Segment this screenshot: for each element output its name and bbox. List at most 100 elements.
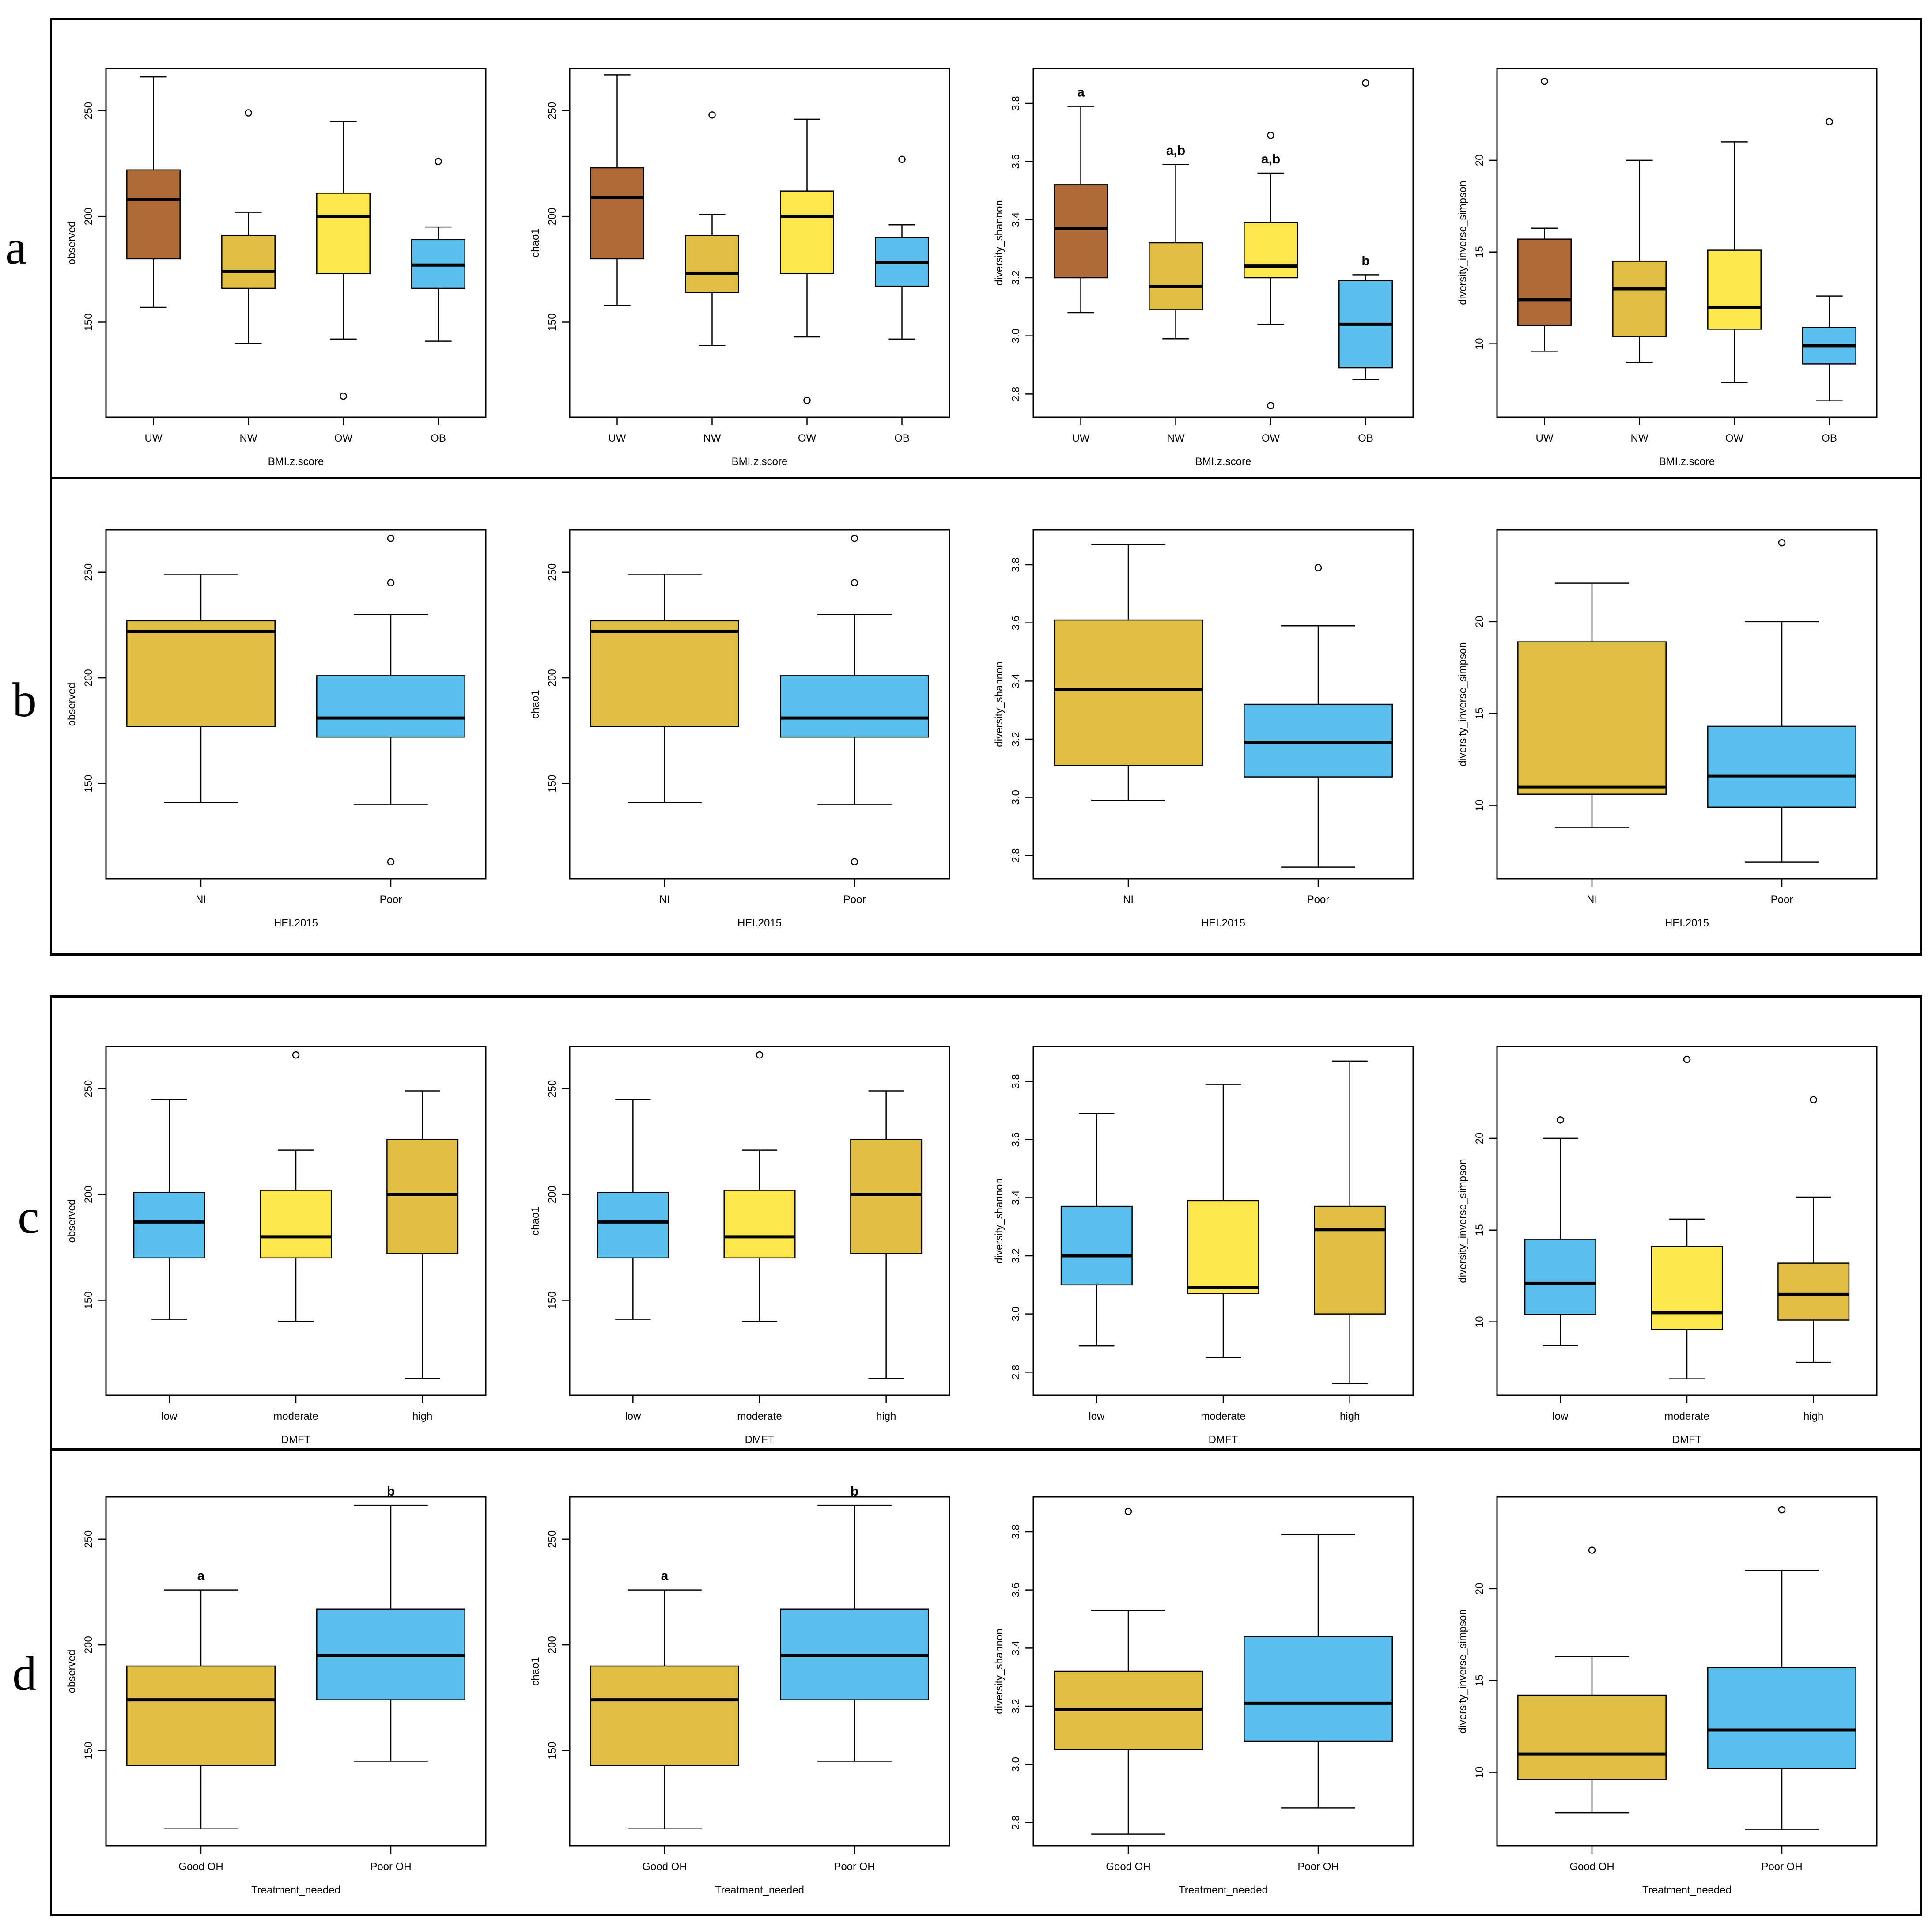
y-tick-label: 10 (1474, 1766, 1486, 1778)
y-axis-label: diversity_inverse_simpson (1457, 642, 1469, 766)
x-tick-label: OW (798, 432, 817, 444)
y-tick-label: 200 (546, 1636, 558, 1654)
box-high (850, 1139, 923, 1254)
y-tick-label: 20 (1474, 1133, 1486, 1145)
box-nw (685, 234, 739, 293)
outlier-point (340, 392, 347, 400)
y-tick-label: 200 (83, 1186, 95, 1203)
box-ni (590, 620, 739, 727)
x-tick-label: Good OH (1569, 1861, 1614, 1873)
box-ni (126, 620, 276, 727)
outlier-point (1778, 539, 1786, 547)
outlier-point (387, 579, 395, 586)
outlier-point (1267, 132, 1274, 139)
x-tick-label: Good OH (1106, 1861, 1150, 1873)
x-tick-label: OB (1358, 432, 1373, 444)
significance-letter: a (197, 1569, 205, 1583)
significance-letter: a (1077, 85, 1085, 100)
outlier-point (756, 1051, 764, 1059)
y-tick-label: 3.2 (1010, 732, 1022, 746)
y-tick-label: 200 (546, 208, 558, 225)
outlier-point (1778, 1506, 1786, 1514)
x-tick-label: NI (1587, 894, 1597, 906)
y-tick-label: 10 (1474, 1316, 1486, 1328)
y-tick-label: 3.6 (1010, 154, 1022, 169)
plot-frame (105, 1496, 487, 1847)
x-tick-label: NI (659, 894, 670, 906)
outlier-point (851, 579, 858, 586)
plot-frame (569, 68, 950, 418)
x-tick-label: OW (1725, 432, 1744, 444)
y-tick-label: 150 (546, 314, 558, 331)
x-tick-label: high (876, 1410, 896, 1422)
significance-letter: b (387, 1484, 395, 1499)
significance-letter: b (1361, 253, 1369, 268)
x-tick-label: UW (609, 432, 626, 444)
outlier-point (1267, 402, 1274, 409)
panel-letter-b: b (12, 673, 37, 727)
y-tick-label: 250 (83, 1530, 95, 1548)
boxplot-a-chao1: 150 200 250 chao1 UW NW OW OB BMI.z.score (529, 68, 950, 468)
x-tick-label: Good OH (642, 1861, 687, 1873)
significance-letter: a,b (1166, 143, 1185, 158)
y-tick-label: 3.2 (1010, 1699, 1022, 1713)
x-axis-label: BMI.z.score (1195, 456, 1251, 468)
panel-letter-c: c (18, 1190, 39, 1243)
y-axis-label: chao1 (529, 690, 541, 718)
x-tick-label: moderate (1201, 1410, 1245, 1422)
x-tick-label: NW (1631, 432, 1648, 444)
x-axis-label: DMFT (745, 1434, 775, 1446)
y-tick-label: 3.2 (1010, 1248, 1022, 1263)
y-tick-label: 20 (1474, 616, 1486, 628)
y-tick-label: 250 (83, 1080, 95, 1098)
plot-frame (569, 1496, 950, 1847)
boxplot-d-shannon: 2.8 3.0 3.2 3.4 3.6 3.8 diversity_shannon Good … (993, 1496, 1414, 1896)
boxplot-d-invsimpson: 10 15 20 diversity_inverse_simpson Good OH Po… (1457, 1496, 1878, 1896)
y-tick-label: 150 (83, 314, 95, 331)
boxplot-d-chao1: 150 200 250 chao1 a Good OH b Poor OH Treatment_… (529, 1484, 950, 1896)
y-tick-label: 15 (1474, 246, 1486, 258)
x-tick-label: Poor OH (370, 1861, 411, 1873)
x-tick-label: high (1803, 1410, 1823, 1422)
y-tick-label: 2.8 (1010, 387, 1022, 401)
box-moderate (723, 1190, 796, 1259)
y-tick-label: 10 (1474, 799, 1486, 811)
figure-frame-top (50, 18, 1922, 956)
y-tick-label: 3.0 (1010, 329, 1022, 343)
boxplot-b-invsimpson: 10 15 20 diversity_inverse_simpson NI Poor HEI… (1457, 529, 1878, 929)
outlier-point (851, 858, 858, 865)
x-axis-label: DMFT (281, 1434, 311, 1446)
box-uw (1517, 238, 1572, 326)
x-tick-label: NW (240, 432, 257, 444)
box-ow (1244, 222, 1298, 279)
x-tick-label: low (1089, 1410, 1105, 1422)
y-tick-label: 15 (1474, 1224, 1486, 1236)
panel-letter-d: d (12, 1647, 37, 1700)
box-high (1314, 1205, 1386, 1315)
box-good-oh (1517, 1694, 1667, 1780)
boxplot-a-invsimpson: 10 15 20 diversity_inverse_simpson UW NW OW OB B… (1457, 68, 1878, 468)
plot-frame (105, 529, 487, 880)
box-ni (1517, 641, 1667, 795)
y-tick-label: 20 (1474, 155, 1486, 166)
x-tick-label: UW (1536, 432, 1554, 444)
boxplot-b-observed: 150 200 250 observed NI Poor HEI.2015 (66, 529, 487, 929)
divider-cd (50, 1448, 1922, 1451)
x-axis-label: DMFT (1209, 1434, 1238, 1446)
divider-ab (50, 477, 1922, 479)
outlier-point (1541, 77, 1548, 85)
outlier-point (292, 1051, 300, 1059)
x-tick-label: low (161, 1410, 178, 1422)
y-tick-label: 250 (546, 563, 558, 581)
y-tick-label: 15 (1474, 707, 1486, 719)
box-poor (780, 675, 929, 738)
box-ow (1707, 249, 1762, 330)
box-uw (590, 167, 644, 260)
x-axis-label: Treatment_needed (1179, 1884, 1268, 1896)
x-axis-label: HEI.2015 (1665, 917, 1709, 929)
box-ni (1054, 619, 1203, 766)
plot-frame (1496, 1496, 1878, 1847)
box-low (597, 1192, 669, 1259)
significance-letter: b (851, 1484, 858, 1499)
boxplot-b-chao1: 150 200 250 chao1 NI Poor HEI.2015 (529, 529, 950, 929)
